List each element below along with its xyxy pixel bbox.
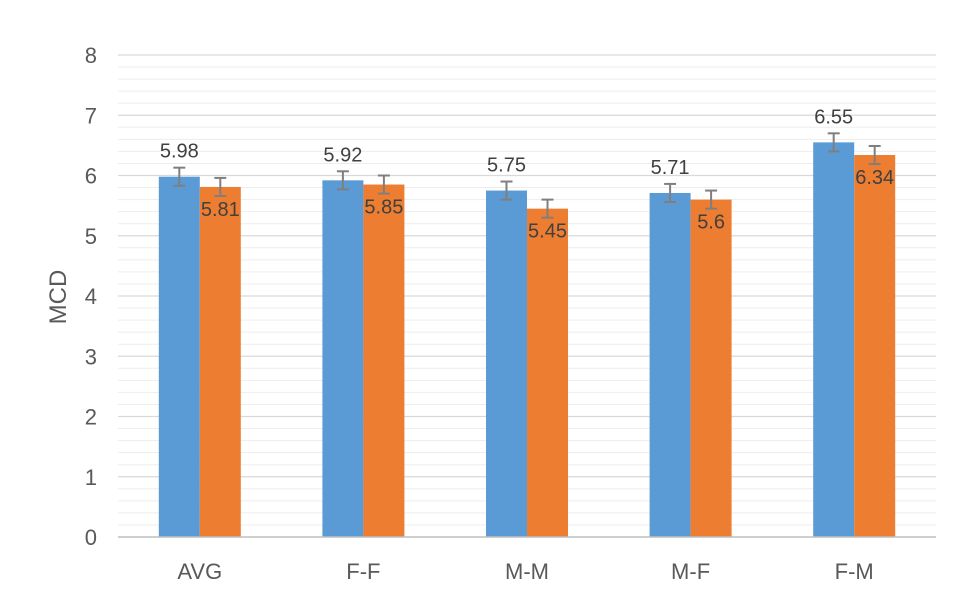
bar <box>527 208 568 537</box>
data-label: 5.71 <box>651 157 690 179</box>
y-tick-label: 7 <box>85 103 97 128</box>
bar <box>486 190 527 537</box>
y-tick-label: 0 <box>85 525 97 550</box>
bars <box>158 142 896 538</box>
bar <box>158 176 200 537</box>
x-tick-label: M-M <box>505 559 549 584</box>
y-tick-label: 6 <box>85 164 97 189</box>
axes: 0 1 2 3 4 5 6 7 8 AVG F-F M-M M-F F-M <box>85 43 936 584</box>
x-tick-label: M-F <box>671 559 710 584</box>
bar <box>199 186 241 537</box>
bar <box>649 192 691 537</box>
bar <box>813 142 855 538</box>
error-bars <box>173 132 881 219</box>
x-tick-label: F-M <box>835 559 874 584</box>
data-label: 5.85 <box>364 197 403 219</box>
y-axis-title: MCD <box>45 270 72 325</box>
data-labels: 5.98 5.81 5.92 5.85 5.75 5.45 5.71 5.6 6.55 6.34 <box>160 106 894 242</box>
bar <box>322 180 364 537</box>
bar <box>363 184 405 537</box>
bar <box>690 199 732 537</box>
data-label: 5.75 <box>487 155 526 177</box>
y-tick-label: 3 <box>85 344 97 369</box>
data-label: 5.45 <box>528 221 567 243</box>
data-label: 6.55 <box>814 106 853 128</box>
data-label: 5.6 <box>697 212 725 234</box>
x-tick-label: AVG <box>177 559 222 584</box>
data-label: 5.98 <box>160 141 199 163</box>
y-tick-label: 2 <box>85 405 97 430</box>
y-tick-label: 8 <box>85 43 97 68</box>
data-label: 5.92 <box>323 144 362 166</box>
data-label: 5.81 <box>201 199 240 221</box>
data-label: 6.34 <box>855 167 894 189</box>
y-tick-label: 4 <box>85 284 97 309</box>
y-tick-label: 1 <box>85 465 97 490</box>
x-tick-label: F-F <box>346 559 380 584</box>
bar <box>854 155 896 537</box>
y-tick-label: 5 <box>85 224 97 249</box>
